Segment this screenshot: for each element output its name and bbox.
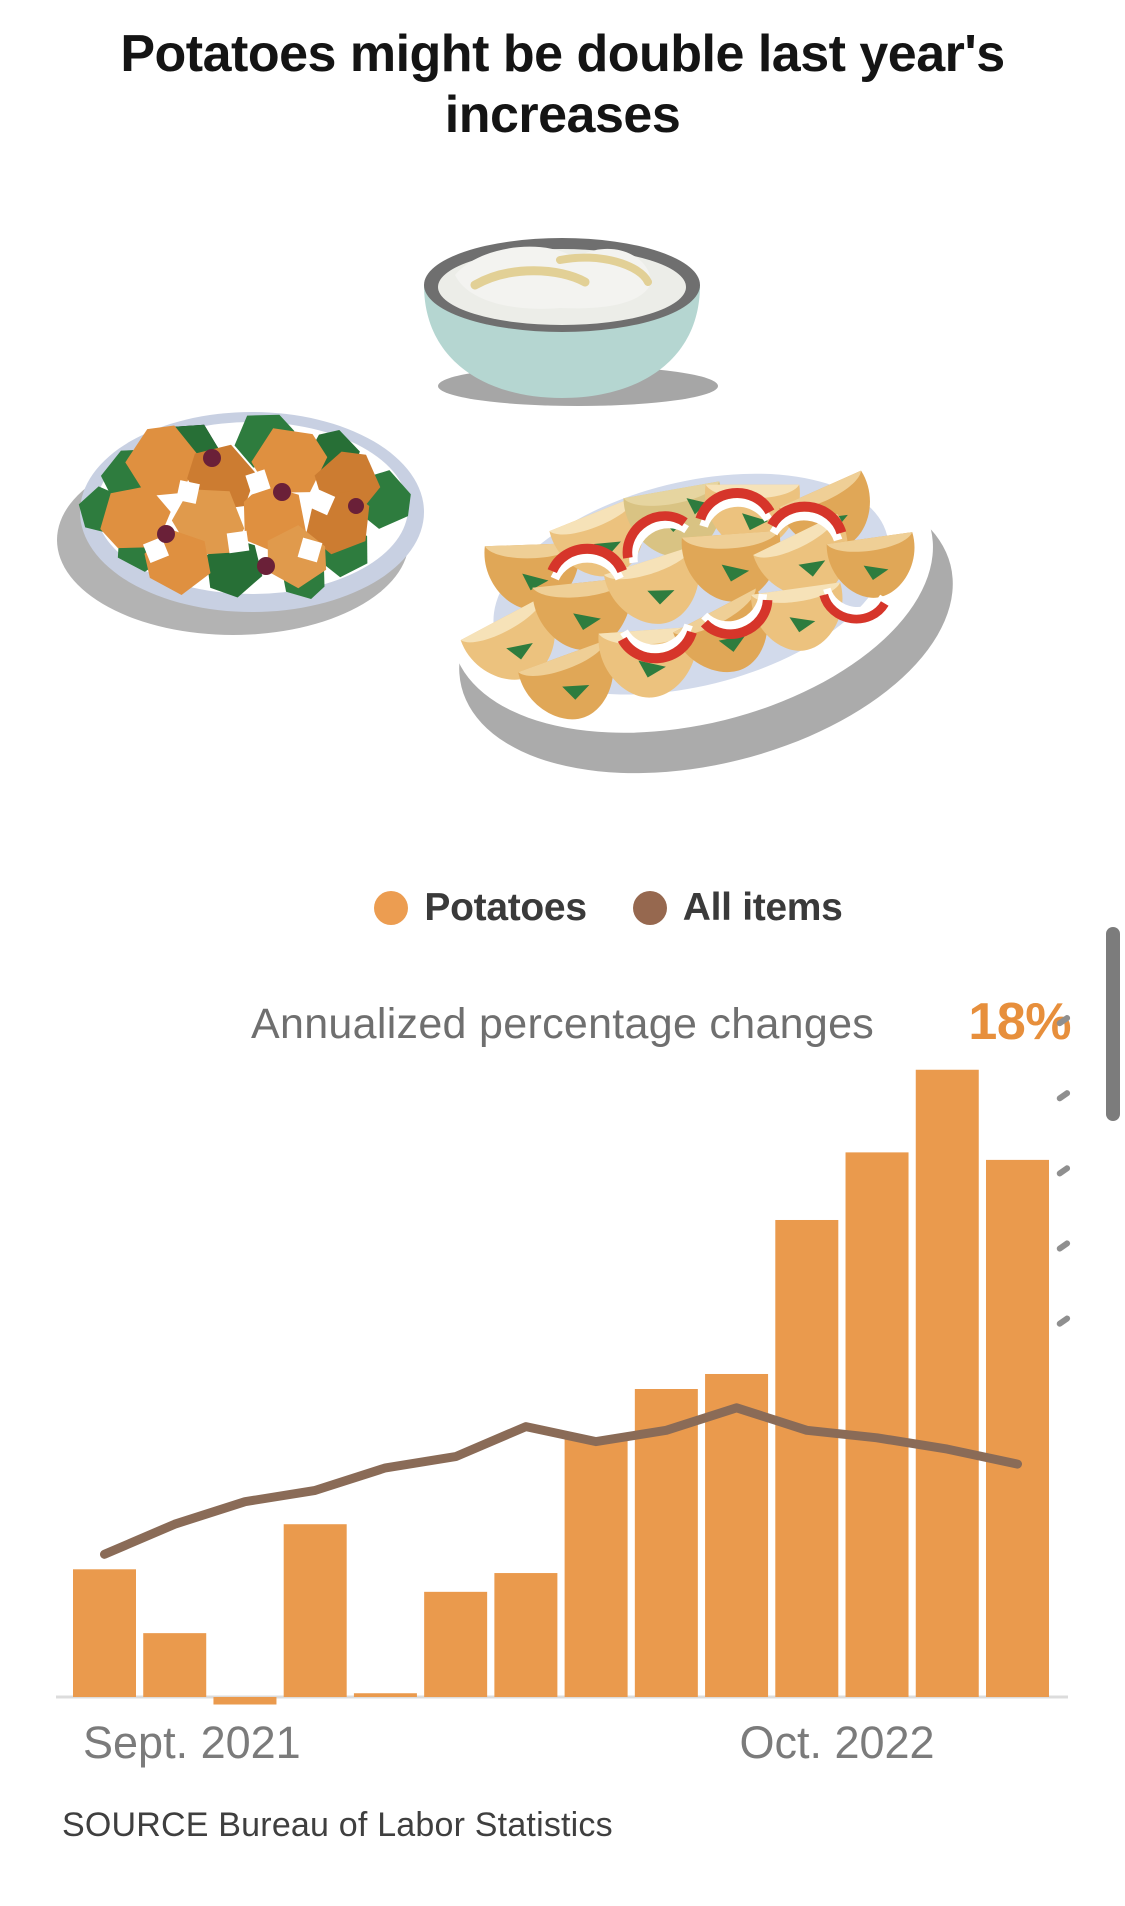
bar-potatoes <box>985 1159 1049 1697</box>
y-axis-tick <box>1056 1090 1071 1102</box>
bar-potatoes <box>705 1373 769 1697</box>
legend-label-potatoes: Potatoes <box>424 886 587 929</box>
bar-line-chart: Sept. 2021 Oct. 2022 <box>56 1015 1071 1768</box>
bar-potatoes <box>564 1437 628 1697</box>
mashed-potatoes-bowl <box>424 238 700 398</box>
chart-subtitle: Annualized percentage changes <box>251 1000 875 1048</box>
line-all-items <box>100 1403 1022 1559</box>
y-axis-tick <box>1056 1165 1071 1177</box>
bar-potatoes <box>915 1069 979 1697</box>
y-axis-tick <box>1056 1240 1071 1252</box>
bar-potatoes <box>775 1219 839 1697</box>
potato-salad-plate <box>76 402 424 612</box>
roasted-potatoes-platter <box>451 443 933 734</box>
x-axis-label-left: Sept. 2021 <box>83 1717 301 1768</box>
bar-potatoes <box>494 1573 558 1697</box>
legend-label-all-items: All items <box>682 886 843 929</box>
scrollbar-thumb[interactable] <box>1106 927 1120 1121</box>
bar-potatoes <box>353 1693 417 1697</box>
page-title: Potatoes might be double last year's inc… <box>120 25 1005 144</box>
legend-dot-all-items <box>632 891 667 925</box>
x-axis-label-right: Oct. 2022 <box>739 1717 934 1768</box>
bar-potatoes <box>213 1697 277 1705</box>
y-axis-tick <box>1056 1315 1071 1327</box>
bar-potatoes <box>634 1389 698 1697</box>
bar-potatoes <box>143 1633 207 1697</box>
peak-annotation: 18% <box>968 993 1071 1051</box>
source-note: SOURCE Bureau of Labor Statistics <box>62 1806 613 1844</box>
bar-potatoes <box>424 1591 488 1697</box>
y-axis-tick <box>1056 1015 1071 1027</box>
bar-potatoes <box>73 1569 136 1697</box>
bar-potatoes <box>845 1152 909 1697</box>
legend-dot-potatoes <box>374 891 409 925</box>
bar-potatoes <box>283 1524 347 1697</box>
food-illustration <box>57 238 953 774</box>
chart-legend: Potatoes All items <box>0 886 1125 930</box>
